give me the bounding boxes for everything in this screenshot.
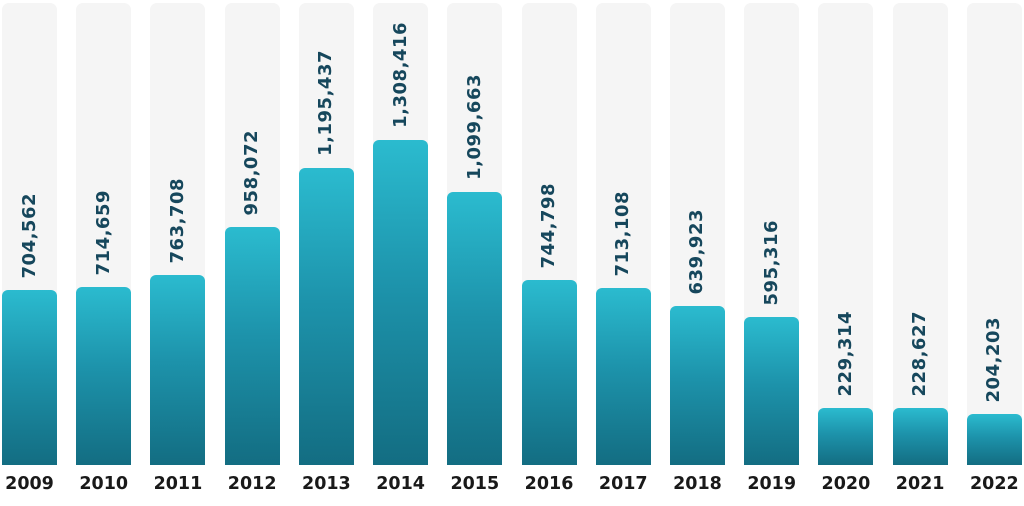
year-label: 2016 xyxy=(524,474,574,494)
bar xyxy=(447,192,503,465)
bar-column: 713,108 2017 xyxy=(595,3,651,506)
year-label: 2010 xyxy=(79,474,129,494)
bar-column: 595,316 2019 xyxy=(744,3,800,506)
bar-column: 228,627 2021 xyxy=(892,3,948,506)
value-label: 763,708 xyxy=(166,177,188,263)
bar-column: 744,798 2016 xyxy=(521,3,577,506)
bar-column: 763,708 2011 xyxy=(150,3,206,506)
bar xyxy=(966,414,1022,465)
bar-column: 1,308,416 2014 xyxy=(373,3,429,506)
bar-track xyxy=(892,3,948,462)
year-label: 2015 xyxy=(450,474,500,494)
bar-track xyxy=(966,3,1022,462)
value-label: 595,316 xyxy=(760,219,782,305)
year-label: 2019 xyxy=(747,474,797,494)
value-label: 229,314 xyxy=(834,310,856,396)
bar-track xyxy=(818,3,874,462)
bar-column: 229,314 2020 xyxy=(818,3,874,506)
bar-column: 1,195,437 2013 xyxy=(298,3,354,506)
bar xyxy=(2,290,57,465)
year-label: 2022 xyxy=(969,474,1019,494)
year-label: 2009 xyxy=(5,474,54,494)
bar xyxy=(76,287,132,465)
bar xyxy=(298,168,354,465)
year-label: 2020 xyxy=(821,474,871,494)
bar xyxy=(669,306,725,465)
year-label: 2021 xyxy=(895,474,945,494)
bar xyxy=(744,317,800,465)
value-label: 204,203 xyxy=(983,316,1005,402)
value-label: 713,108 xyxy=(612,190,634,276)
bar-column: 204,203 2022 xyxy=(966,3,1022,506)
bar xyxy=(595,288,651,465)
year-label: 2014 xyxy=(376,474,425,494)
value-label: 744,798 xyxy=(538,182,560,268)
year-label: 2017 xyxy=(598,474,648,494)
bar xyxy=(224,227,280,465)
year-label: 2013 xyxy=(302,474,351,494)
year-label: 2011 xyxy=(153,474,203,494)
value-label: 1,308,416 xyxy=(389,22,411,128)
value-label: 714,659 xyxy=(92,189,114,275)
year-label: 2012 xyxy=(227,474,277,494)
value-label: 639,923 xyxy=(686,208,708,294)
bar xyxy=(150,275,206,465)
value-label: 228,627 xyxy=(909,310,931,396)
bar-column: 958,072 2012 xyxy=(224,3,280,506)
bar-column: 639,923 2018 xyxy=(669,3,725,506)
bar xyxy=(892,408,948,465)
bar xyxy=(373,140,429,465)
value-label: 1,099,663 xyxy=(463,74,485,180)
value-label: 1,195,437 xyxy=(315,50,337,156)
bar-column: 704,562 2009 xyxy=(2,3,57,506)
bar xyxy=(818,408,874,465)
value-label: 958,072 xyxy=(241,129,263,215)
value-label: 704,562 xyxy=(18,192,40,278)
year-label: 2018 xyxy=(673,474,722,494)
bar-column: 714,659 2010 xyxy=(76,3,132,506)
bar xyxy=(521,280,577,465)
bar-column: 1,099,663 2015 xyxy=(447,3,503,506)
